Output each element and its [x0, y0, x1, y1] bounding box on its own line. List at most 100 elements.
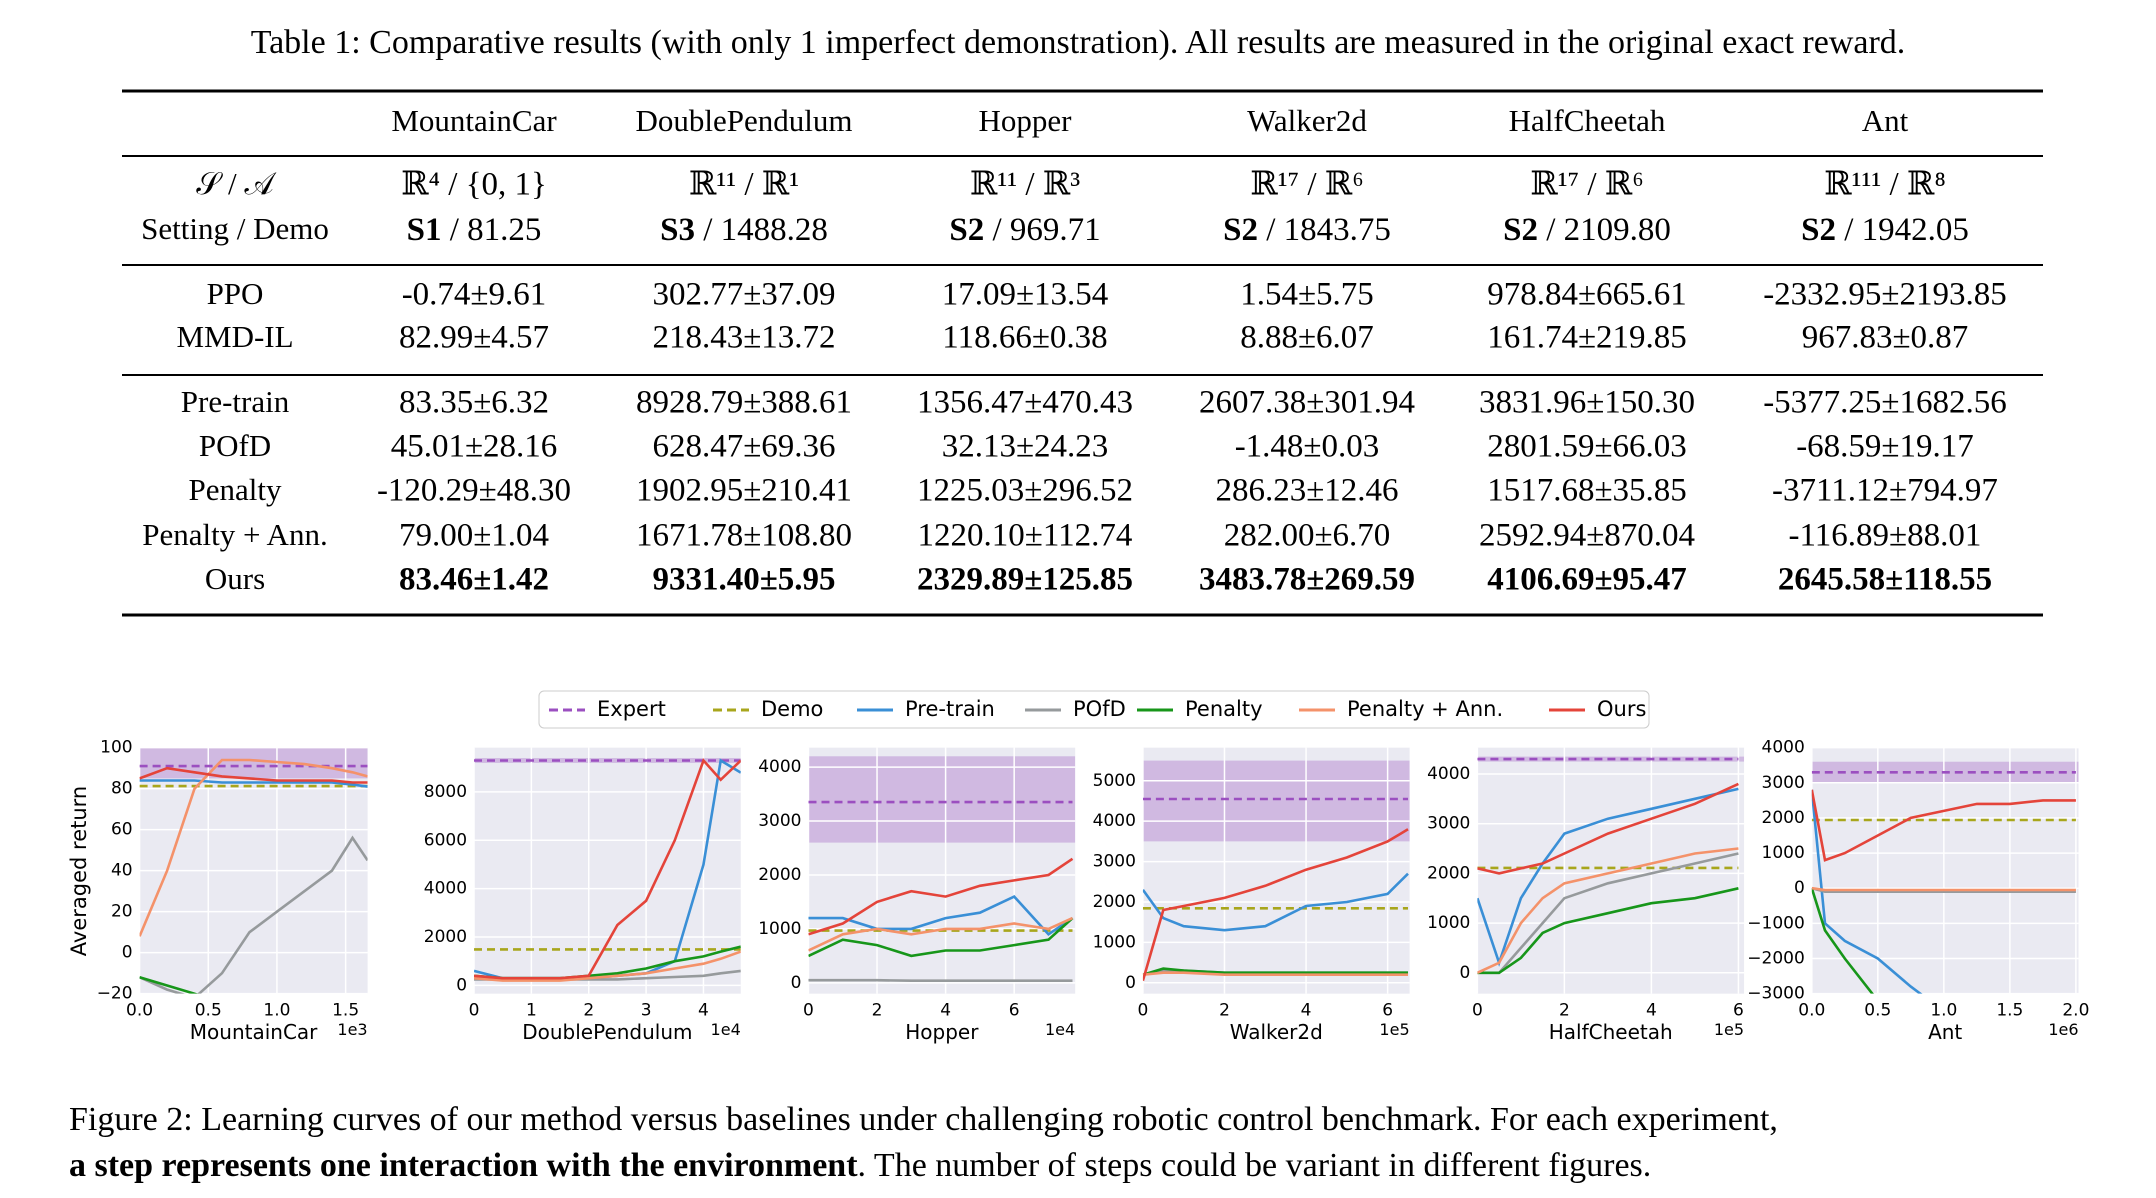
y-tick-label: 0: [1460, 963, 1471, 983]
y-tick-label: 0: [122, 943, 133, 963]
x-tick-label: 1: [526, 1001, 537, 1021]
table-cell: 1517.68±35.85: [1487, 473, 1687, 509]
table-cell: 967.83±0.87: [1802, 320, 1969, 356]
y-tick-label: 60: [111, 820, 133, 840]
y-tick-label: −2000: [1747, 949, 1805, 969]
x-tick-label: 6: [1733, 1001, 1744, 1021]
table-cell: ℝ¹¹ / ℝ³: [970, 167, 1080, 203]
table-cell: -2332.95±2193.85: [1763, 277, 2007, 313]
x-tick-label: 3: [641, 1001, 652, 1021]
plot-area: [474, 747, 741, 994]
series-line: [1811, 886, 2076, 893]
series-line: [808, 916, 1074, 952]
x-tick-label: 0.5: [195, 1001, 222, 1021]
column-header: Hopper: [979, 103, 1073, 138]
table-cell: 286.23±12.46: [1215, 473, 1398, 509]
y-tick-label: 2000: [758, 865, 801, 885]
cell-demo: / 1488.28: [695, 212, 828, 248]
y-tick-label: 1000: [1762, 843, 1805, 863]
plot-area: [1477, 747, 1745, 994]
cell-setting: S2: [949, 212, 984, 248]
series-line: [808, 978, 1073, 982]
table-caption: Table 1: Comparative results (with only …: [251, 24, 1906, 61]
series-line: [1811, 789, 1923, 994]
legend-label: Demo: [761, 697, 823, 721]
table-cell: 2607.38±301.94: [1199, 385, 1415, 421]
table-cell: -5377.25±1682.56: [1763, 385, 2007, 421]
row-label: Setting / Demo: [141, 211, 329, 246]
x-tick-label: 1.5: [332, 1001, 359, 1021]
column-header: Walker2d: [1247, 103, 1367, 138]
y-tick-label: 3000: [1093, 852, 1136, 872]
table-cell: 978.84±665.61: [1487, 277, 1687, 313]
table-cell: ℝ¹⁷ / ℝ⁶: [1250, 167, 1363, 203]
table-cell: ℝ⁴ / {0, 1}: [401, 167, 547, 203]
x-tick-label: 2: [1219, 1001, 1230, 1021]
series-line: [139, 766, 368, 784]
figure-caption: Figure 2: Learning curves of our method …: [69, 1101, 1778, 1138]
x-tick-label: 0: [1137, 1001, 1148, 1021]
x-tick-label: 0: [1472, 1001, 1483, 1021]
y-tick-label: −20: [97, 984, 133, 1004]
table-cell: 1902.95±210.41: [636, 473, 852, 509]
y-tick-label: 1000: [1427, 913, 1470, 933]
x-tick-label: 0: [803, 1001, 814, 1021]
y-axis-label: Averaged return: [67, 786, 91, 956]
series-line: [1477, 887, 1739, 975]
table-cell: 8928.79±388.61: [636, 385, 852, 421]
series-line: [1477, 782, 1739, 875]
x-axis-label: MountainCar: [190, 1020, 318, 1044]
series-line: [1142, 872, 1409, 932]
series-line: [139, 779, 368, 788]
y-tick-label: 4000: [758, 757, 801, 777]
y-tick-label: 0: [1125, 973, 1136, 993]
y-tick-label: 3000: [758, 811, 801, 831]
x-axis-label: HalfCheetah: [1549, 1020, 1673, 1044]
series-line: [474, 950, 741, 982]
chart: 0 1000 2000 3000 4000 0 2 4 6 Hopper 1e4: [758, 747, 1076, 1044]
series-line: [1142, 828, 1409, 982]
y-tick-label: 0: [791, 973, 802, 993]
row-label: 𝒮 / 𝒜: [196, 166, 277, 201]
legend-label: Ours: [1597, 697, 1646, 721]
legend-label: Expert: [597, 697, 666, 721]
legend-label: POfD: [1073, 697, 1126, 721]
x-offset-label: 1e4: [1045, 1020, 1075, 1039]
table-cell: 302.77±37.09: [652, 277, 835, 313]
column-header: Ant: [1862, 103, 1909, 138]
chart: −20 0 20 40 60 80 100 0.0 0.5 1.0 1.5 MountainCar 1e…: [97, 738, 368, 1044]
row-label: Pre-train: [181, 384, 290, 419]
x-tick-label: 0.5: [1864, 1001, 1891, 1021]
x-offset-label: 1e5: [1714, 1020, 1744, 1039]
x-offset-label: 1e4: [711, 1020, 741, 1039]
cell-setting: S3: [660, 212, 695, 248]
table-cell: ℝ¹¹ / ℝ¹: [689, 167, 799, 203]
series-line: [808, 857, 1074, 936]
series-line: [1811, 886, 2076, 892]
table-cell: 2801.59±66.03: [1487, 429, 1687, 465]
table-cell: 45.01±28.16: [391, 429, 558, 465]
y-tick-label: 3000: [1427, 814, 1470, 834]
y-tick-label: 4000: [424, 879, 467, 899]
x-tick-label: 2: [872, 1001, 883, 1021]
y-tick-label: −3000: [1747, 984, 1805, 1004]
table-cell: -1.48±0.03: [1235, 429, 1380, 465]
table-cell: 218.43±13.72: [652, 320, 835, 356]
cell-setting: S2: [1801, 212, 1836, 248]
row-label: PPO: [207, 276, 264, 311]
series-line: [474, 758, 741, 980]
cell-demo: / 1843.75: [1258, 212, 1391, 248]
y-tick-label: 4000: [1427, 764, 1470, 784]
row-label: POfD: [199, 428, 271, 463]
table-cell: 282.00±6.70: [1224, 518, 1391, 554]
x-axis-label: DoublePendulum: [522, 1020, 692, 1044]
table-cell: 3831.96±150.30: [1479, 385, 1695, 421]
y-tick-label: 0: [1794, 878, 1805, 898]
x-offset-label: 1e3: [337, 1020, 367, 1039]
x-offset-label: 1e5: [1379, 1020, 1409, 1039]
x-axis-label: Hopper: [905, 1020, 979, 1044]
table-cell: 1671.78±108.80: [636, 518, 852, 554]
cell-demo: / 969.71: [984, 212, 1100, 248]
y-tick-label: 0: [456, 975, 467, 995]
chart: 0 1000 2000 3000 4000 0 2 4 6 HalfCheetah 1e5: [1427, 747, 1745, 1044]
